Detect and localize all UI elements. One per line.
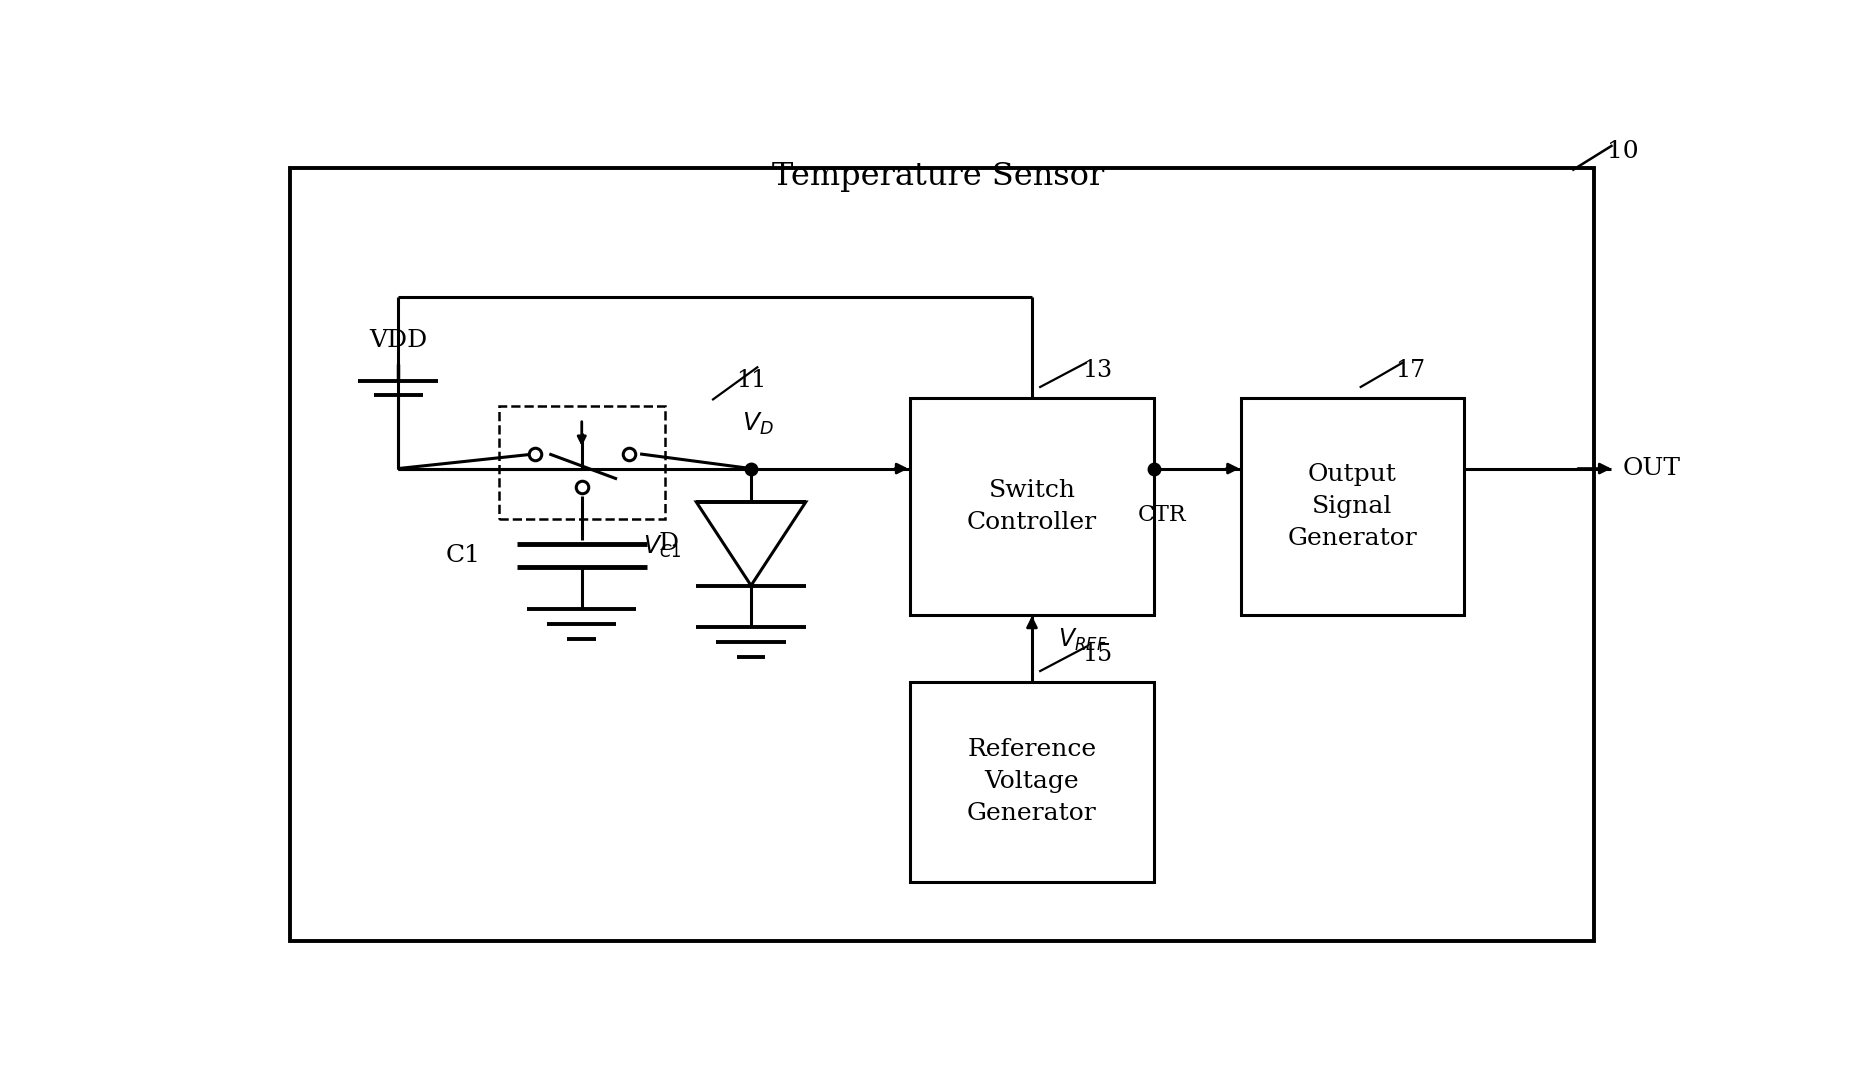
Text: $V_D$: $V_D$ <box>742 410 773 437</box>
Text: Output
Signal
Generator: Output Signal Generator <box>1288 462 1417 550</box>
Text: Reference
Voltage
Generator: Reference Voltage Generator <box>967 739 1097 826</box>
Text: 15: 15 <box>1082 643 1112 666</box>
Text: $V_{C1}$: $V_{C1}$ <box>643 534 682 560</box>
Bar <box>909 681 1154 882</box>
Text: 13: 13 <box>1082 359 1112 382</box>
Text: 17: 17 <box>1394 359 1426 382</box>
Bar <box>909 397 1154 615</box>
Bar <box>1242 397 1465 615</box>
Text: Temperature Sensor: Temperature Sensor <box>771 161 1104 192</box>
Text: CTR: CTR <box>1138 503 1186 525</box>
Text: 10: 10 <box>1606 140 1638 163</box>
Bar <box>498 406 666 519</box>
Text: OUT: OUT <box>1623 457 1681 480</box>
Text: $V_{REF}$: $V_{REF}$ <box>1058 627 1108 653</box>
Text: 11: 11 <box>736 369 766 393</box>
Text: Switch
Controller: Switch Controller <box>967 478 1097 534</box>
Text: C1: C1 <box>446 544 481 567</box>
Text: VDD: VDD <box>368 329 428 352</box>
Text: D: D <box>658 533 679 556</box>
